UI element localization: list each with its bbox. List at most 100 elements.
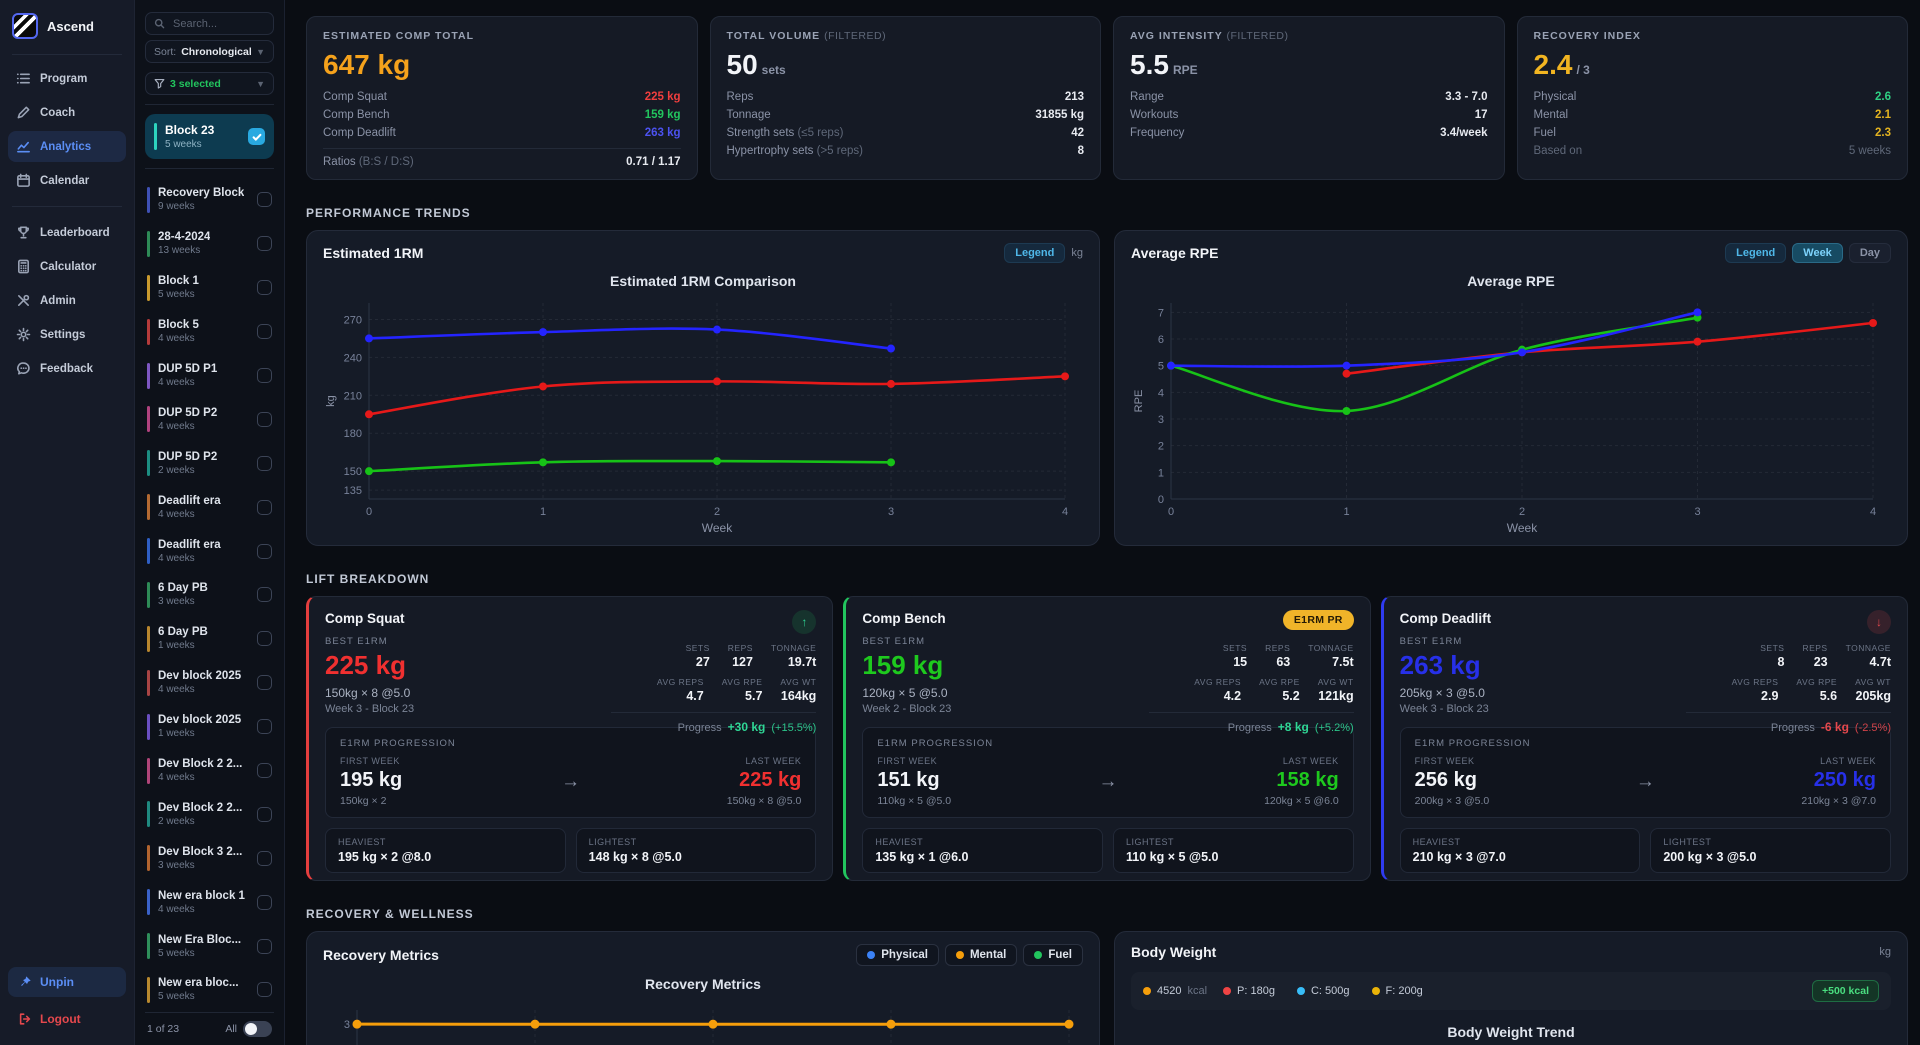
block-item[interactable]: DUP 5D P1 4 weeks bbox=[145, 354, 274, 398]
svg-text:2: 2 bbox=[1158, 441, 1164, 453]
metric-chip-label: Mental bbox=[969, 949, 1007, 961]
metric-chip[interactable]: Fuel bbox=[1023, 944, 1083, 966]
section-title-lift: LIFT BREAKDOWN bbox=[306, 572, 430, 586]
estimated-1rm-panel: Estimated 1RM Legend kg Estimated 1RM Co… bbox=[306, 230, 1100, 546]
metric-dot bbox=[955, 951, 964, 959]
block-search[interactable] bbox=[145, 12, 274, 35]
divider bbox=[145, 168, 274, 169]
block-name: 6 Day PB bbox=[158, 582, 208, 595]
checkbox-unchecked[interactable] bbox=[257, 894, 272, 910]
block-item[interactable]: 6 Day PB 1 weeks bbox=[145, 617, 274, 661]
stat-row: Comp Bench 159 kg bbox=[323, 106, 681, 124]
block-item[interactable]: New era bloc... 5 weeks bbox=[145, 968, 274, 1012]
stat-row-value: 42 bbox=[1071, 127, 1084, 139]
day-tab[interactable]: Day bbox=[1848, 243, 1891, 263]
block-item[interactable]: Dev Block 2 2... 4 weeks bbox=[145, 749, 274, 793]
all-toggle[interactable] bbox=[243, 1021, 272, 1037]
checkbox-unchecked[interactable] bbox=[257, 499, 272, 515]
checkbox-unchecked[interactable] bbox=[257, 806, 272, 822]
block-name: New era bloc... bbox=[158, 977, 239, 990]
nav-item-coach[interactable]: Coach bbox=[8, 97, 126, 128]
nav-item-feedback[interactable]: Feedback bbox=[8, 353, 126, 384]
block-item[interactable]: Dev Block 2 2... 2 weeks bbox=[145, 792, 274, 836]
checkbox-unchecked[interactable] bbox=[257, 455, 272, 471]
checkbox-unchecked[interactable] bbox=[257, 982, 272, 998]
stat-title: ESTIMATED COMP TOTAL bbox=[323, 30, 475, 42]
checkbox-unchecked[interactable] bbox=[257, 587, 272, 603]
block-item-selected[interactable]: Block 23 5 weeks bbox=[145, 114, 274, 159]
tools-icon bbox=[18, 294, 30, 306]
block-list-footer: 1 of 23 All bbox=[145, 1012, 274, 1045]
block-item[interactable]: Deadlift era 4 weeks bbox=[145, 529, 274, 573]
heaviest-lightest-row: HEAVIEST 135 kg × 1 @6.0 LIGHTEST 110 kg… bbox=[862, 828, 1354, 873]
checkbox-unchecked[interactable] bbox=[257, 236, 272, 252]
checkbox-unchecked[interactable] bbox=[257, 763, 272, 779]
checkbox-unchecked[interactable] bbox=[257, 411, 272, 427]
calculator-icon bbox=[18, 259, 29, 274]
logout-button[interactable]: Logout bbox=[8, 1005, 126, 1033]
nav-item-leaderboard[interactable]: Leaderboard bbox=[8, 217, 126, 248]
checkbox-unchecked[interactable] bbox=[257, 719, 272, 735]
block-item[interactable]: Dev Block 3 2... 3 weeks bbox=[145, 836, 274, 880]
nav-item-calculator[interactable]: Calculator bbox=[8, 251, 126, 282]
nav-item-settings[interactable]: Settings bbox=[8, 319, 126, 350]
nav-item-program[interactable]: Program bbox=[8, 63, 126, 94]
block-item[interactable]: DUP 5D P2 4 weeks bbox=[145, 397, 274, 441]
stat-row-value: 263 kg bbox=[644, 127, 681, 139]
legend-button[interactable]: Legend bbox=[1725, 243, 1787, 263]
block-item[interactable]: New Era Bloc... 5 weeks bbox=[145, 924, 274, 968]
lift-name: Comp Squat bbox=[325, 611, 405, 626]
block-color-bar bbox=[147, 494, 150, 521]
progress-row: Progress +30 kg (+15.5%) bbox=[677, 720, 817, 734]
block-item[interactable]: Recovery Block 9 weeks bbox=[145, 178, 274, 222]
block-color-bar bbox=[147, 845, 150, 872]
checkbox-unchecked[interactable] bbox=[257, 192, 272, 208]
legend-item: Comp Bench bbox=[1463, 545, 1551, 546]
checkbox-unchecked[interactable] bbox=[257, 324, 272, 340]
block-item[interactable]: DUP 5D P2 2 weeks bbox=[145, 441, 274, 485]
checkbox-unchecked[interactable] bbox=[257, 938, 272, 954]
filter-dropdown[interactable]: 3 selected ▼ bbox=[145, 72, 274, 95]
divider bbox=[1148, 712, 1354, 713]
arrow-right-icon: → bbox=[1098, 770, 1118, 792]
stat-row-label: Fuel bbox=[1533, 127, 1556, 139]
stat-title: TOTAL VOLUME (FILTERED) bbox=[726, 30, 887, 42]
nav-item-calendar[interactable]: Calendar bbox=[8, 165, 126, 196]
checkbox-unchecked[interactable] bbox=[257, 631, 272, 647]
block-item[interactable]: Dev block 2025 1 weeks bbox=[145, 705, 274, 749]
nav-spacer bbox=[0, 384, 134, 961]
block-item[interactable]: Deadlift era 4 weeks bbox=[145, 485, 274, 529]
unpin-button[interactable]: Unpin bbox=[8, 967, 126, 997]
search-icon bbox=[154, 18, 165, 29]
stats-row-2: AVG REPS 4.2 AVG RPE 5.2 AVG WT 121kg bbox=[1194, 677, 1354, 703]
svg-text:3: 3 bbox=[344, 1019, 350, 1031]
week-tab[interactable]: Week bbox=[1792, 243, 1843, 263]
checkbox-unchecked[interactable] bbox=[257, 368, 272, 383]
block-item[interactable]: 6 Day PB 3 weeks bbox=[145, 573, 274, 617]
panel-title: Average RPE bbox=[1131, 245, 1219, 261]
sort-dropdown[interactable]: Sort: Chronological ▼ bbox=[145, 40, 274, 63]
checkbox-unchecked[interactable] bbox=[257, 280, 272, 296]
block-item[interactable]: Block 1 5 weeks bbox=[145, 266, 274, 310]
best-week: Week 2 - Block 23 bbox=[862, 703, 952, 715]
stat-row-value: 213 bbox=[1064, 91, 1084, 103]
nav-item-admin[interactable]: Admin bbox=[8, 285, 126, 316]
checkbox-unchecked[interactable] bbox=[257, 850, 272, 866]
block-color-bar bbox=[147, 933, 150, 960]
metric-chip[interactable]: Mental bbox=[944, 944, 1018, 966]
block-item[interactable]: 28-4-2024 13 weeks bbox=[145, 222, 274, 266]
block-weeks: 4 weeks bbox=[158, 377, 195, 388]
block-item[interactable]: Block 5 4 weeks bbox=[145, 310, 274, 354]
block-item[interactable]: Dev block 2025 4 weeks bbox=[145, 661, 274, 705]
filter-value: 3 selected bbox=[170, 77, 221, 90]
metric-chip[interactable]: Physical bbox=[856, 944, 939, 966]
nav-item-analytics[interactable]: Analytics bbox=[8, 131, 126, 162]
checkbox-unchecked[interactable] bbox=[257, 675, 272, 691]
svg-text:1: 1 bbox=[1343, 506, 1349, 518]
checkbox-unchecked[interactable] bbox=[257, 543, 272, 559]
legend-button[interactable]: Legend bbox=[1004, 243, 1066, 263]
search-input[interactable] bbox=[171, 16, 265, 31]
block-item[interactable]: New era block 1 4 weeks bbox=[145, 880, 274, 924]
checkbox-checked[interactable] bbox=[248, 128, 265, 145]
stat-row: Reps 213 bbox=[727, 88, 1085, 106]
